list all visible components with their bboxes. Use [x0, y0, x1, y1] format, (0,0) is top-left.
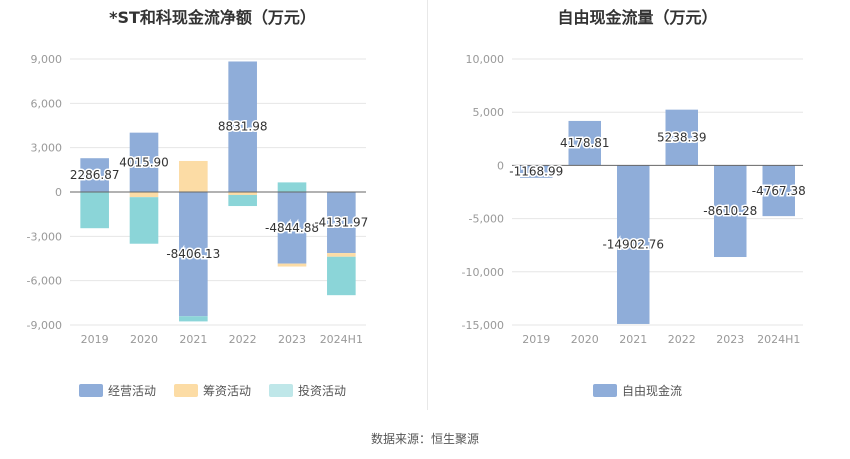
data-label: -4131.97 [314, 216, 368, 230]
legend-label: 投资活动 [298, 384, 347, 398]
x-tick-label: 2023 [278, 333, 306, 346]
y-tick-label: 5,000 [473, 106, 505, 119]
data-label: -4844.88 [265, 221, 319, 235]
y-tick-label: 9,000 [31, 53, 63, 66]
x-tick-label: 2024H1 [320, 333, 363, 346]
x-tick-label: 2022 [668, 333, 696, 346]
bar [327, 253, 356, 257]
y-tick-label: -10,000 [462, 266, 504, 279]
legend-item-investing[interactable]: 投资活动 [269, 382, 346, 399]
bar [568, 120, 601, 166]
legend-swatch [592, 384, 617, 397]
data-label: 2286.87 [70, 168, 120, 182]
chart-title: 自由现金流量（万元） [557, 8, 718, 27]
free-cash-flow-chart: 10,000 5,000 0 -5,000 -10,000 -15,000 2019 2020… [462, 53, 808, 346]
bar [228, 194, 257, 207]
bar [179, 316, 208, 322]
bar [80, 192, 109, 229]
y-tick-label: -9,000 [27, 319, 62, 332]
bar [714, 165, 747, 258]
x-tick-label: 2023 [716, 333, 744, 346]
bar [129, 132, 159, 192]
data-label: -8406.13 [166, 247, 220, 261]
chart-title: *ST和科现金流净额（万元） [109, 8, 316, 27]
free-cash-flow-chart-panel: 自由现金流量（万元） 10,000 5,000 0 -5,000 -10,000 -15,… [425, 0, 850, 410]
x-tick-label: 2019 [522, 333, 550, 346]
bar [277, 263, 307, 267]
y-tick-label: 10,000 [466, 53, 505, 66]
data-label: 5238.39 [657, 131, 707, 145]
panel-divider [427, 0, 428, 410]
x-tick-label: 2021 [179, 333, 207, 346]
legend-item-operating[interactable]: 经营活动 [78, 382, 156, 399]
chart-legend: 经营活动 筹资活动 投资活动 [0, 382, 425, 399]
y-tick-label: -6,000 [27, 275, 62, 288]
data-label: -1168.99 [509, 165, 563, 179]
bar [665, 109, 698, 166]
bar [520, 165, 553, 178]
bar [129, 192, 159, 198]
y-tick-label: -3,000 [27, 230, 62, 243]
bar [228, 61, 257, 192]
data-label: -4767.38 [752, 184, 806, 198]
bar [277, 192, 307, 264]
legend-item-free-cash-flow[interactable]: 自由现金流 [592, 382, 682, 399]
data-label: 4015.90 [119, 155, 169, 169]
cash-flow-net-chart-panel: *ST和科现金流净额（万元） 9,000 6,000 3,000 0 -3,000 -6,… [0, 0, 425, 410]
bar [277, 182, 307, 192]
y-tick-label: 6,000 [31, 97, 63, 110]
x-tick-label: 2024H1 [757, 333, 800, 346]
legend-swatch [78, 384, 103, 397]
cash-flow-net-chart: 9,000 6,000 3,000 0 -3,000 -6,000 -9,000 2019 20… [27, 53, 370, 346]
x-tick-label: 2020 [130, 333, 158, 346]
legend-swatch [269, 384, 293, 397]
legend-label: 筹资活动 [202, 384, 251, 398]
y-tick-label: 0 [55, 186, 62, 199]
bar [762, 165, 795, 217]
legend-label: 自由现金流 [621, 384, 682, 398]
bar [327, 256, 356, 296]
bar [179, 160, 208, 192]
y-tick-label: 0 [497, 159, 504, 172]
x-tick-label: 2019 [81, 333, 109, 346]
bar [228, 192, 257, 195]
bar [327, 192, 356, 254]
y-tick-label: 3,000 [31, 142, 63, 155]
data-label: 8831.98 [218, 120, 268, 134]
legend-swatch [173, 384, 198, 397]
legend-label: 经营活动 [107, 384, 156, 398]
chart-legend: 自由现金流 [425, 382, 850, 399]
bar [80, 158, 109, 192]
data-label: 4178.81 [560, 136, 610, 150]
data-label: -8610.28 [703, 204, 757, 218]
bar [179, 192, 208, 317]
bar [129, 197, 159, 244]
x-tick-label: 2022 [229, 333, 257, 346]
y-tick-label: -5,000 [469, 213, 504, 226]
bar [617, 165, 650, 324]
y-tick-label: -15,000 [462, 319, 504, 332]
x-tick-label: 2020 [571, 333, 599, 346]
x-tick-label: 2021 [619, 333, 647, 346]
data-source-note: 数据来源：恒生聚源 [370, 432, 479, 446]
data-label: -14902.76 [602, 238, 664, 252]
legend-item-financing[interactable]: 筹资活动 [173, 382, 251, 399]
